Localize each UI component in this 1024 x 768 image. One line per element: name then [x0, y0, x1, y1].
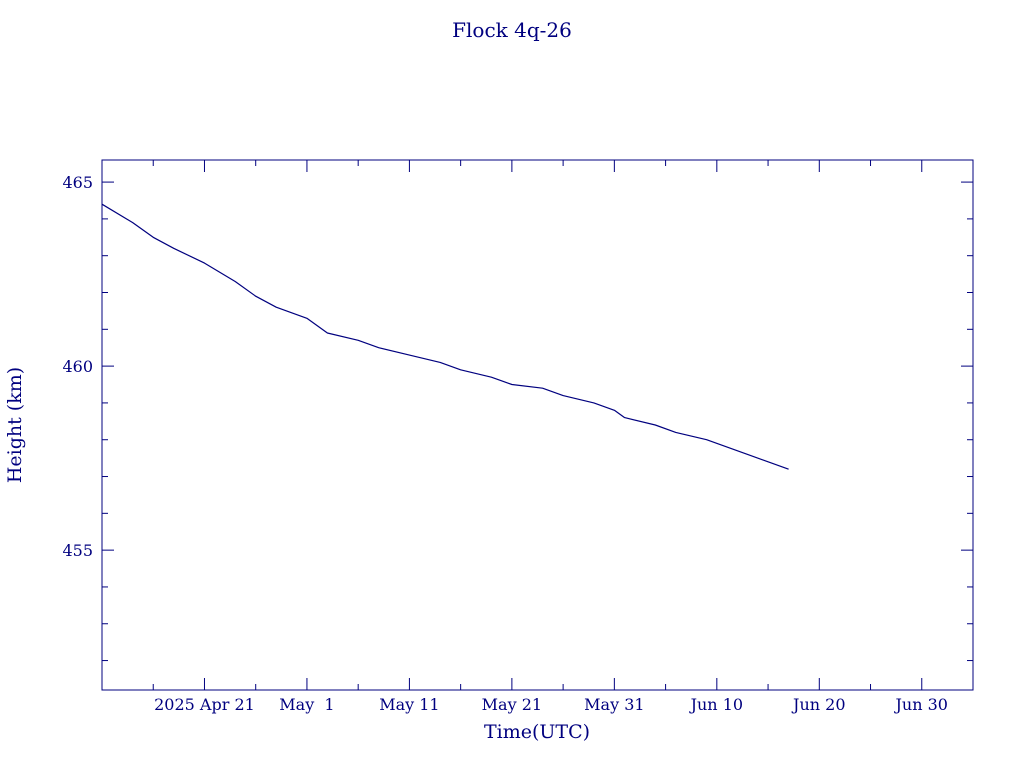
- x-tick-label: 2025 Apr 21: [154, 695, 255, 714]
- tick-marks: [102, 160, 973, 690]
- x-axis-title: Time(UTC): [484, 721, 590, 743]
- x-tick-label: Jun 20: [791, 695, 845, 714]
- y-tick-label: 455: [62, 541, 93, 560]
- x-tick-labels: 2025 Apr 21 May 1 May 11 May 21 May 31 Jun 10…: [154, 695, 948, 714]
- x-tick-label: May 1: [279, 695, 334, 714]
- series-line-height: [101, 203, 789, 470]
- y-tick-label: 460: [62, 357, 93, 376]
- x-tick-label: Jun 10: [689, 695, 743, 714]
- y-tick-label: 465: [62, 173, 93, 192]
- y-tick-labels: 455 460 465: [62, 173, 93, 560]
- x-tick-label: May 11: [379, 695, 439, 714]
- x-tick-label: Jun 30: [894, 695, 948, 714]
- x-tick-label: May 31: [584, 695, 644, 714]
- y-axis-title: Height (km): [4, 367, 26, 483]
- x-tick-label: May 21: [482, 695, 542, 714]
- chart-title: Flock 4q-26: [452, 18, 572, 42]
- plot-frame: [101, 159, 974, 691]
